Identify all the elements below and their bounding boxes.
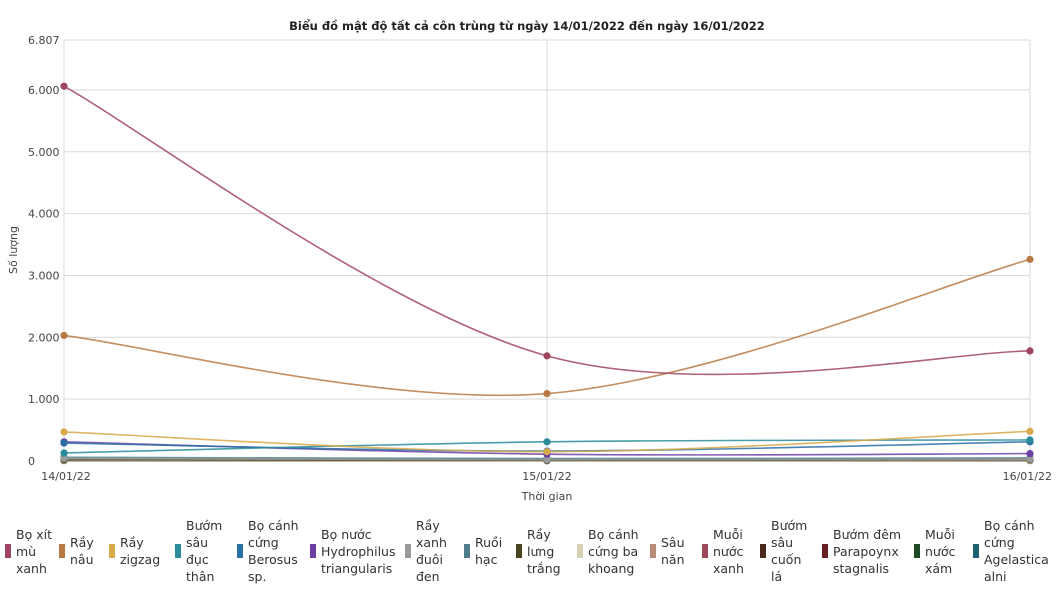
- x-axis-ticks: 14/01/22 15/01/22 16/01/22: [41, 470, 1052, 483]
- legend-label: Bọ cánh cứng Agelastica alni: [984, 518, 1049, 584]
- legend-item[interactable]: Bọ nước Hydrophilus triangularis: [310, 526, 395, 577]
- data-point[interactable]: [1026, 347, 1034, 355]
- legend-swatch: [914, 544, 920, 558]
- data-point[interactable]: [1026, 427, 1034, 435]
- legend-item[interactable]: Bọ cánh cứng Agelastica alni: [973, 517, 1049, 585]
- y-tick-label: 3.000: [28, 269, 60, 282]
- legend-swatch: [464, 544, 470, 558]
- legend-label: Muỗi nước xám: [925, 526, 956, 576]
- y-tick-label: 6.000: [28, 84, 60, 97]
- data-point[interactable]: [60, 331, 68, 340]
- legend-label: Rầy nâu: [70, 535, 94, 567]
- legend-swatch: [973, 544, 979, 558]
- data-point[interactable]: [543, 438, 551, 446]
- legend-item[interactable]: Bọ xít mù xanh: [5, 526, 52, 577]
- legend-item[interactable]: Bướm sâu đục thân: [175, 517, 222, 585]
- legend-item[interactable]: Rầy nâu: [59, 534, 94, 568]
- data-point[interactable]: [60, 428, 68, 436]
- data-point[interactable]: [1026, 455, 1034, 463]
- data-point[interactable]: [543, 389, 551, 398]
- legend-swatch: [310, 544, 316, 558]
- data-point[interactable]: [60, 82, 68, 90]
- legend-item[interactable]: Muỗi nước xanh: [702, 526, 744, 577]
- y-tick-label: 0: [28, 455, 35, 468]
- legend-swatch: [577, 544, 583, 558]
- x-tick-label: 15/01/22: [522, 470, 571, 483]
- legend-item[interactable]: Bọ cánh cứng ba khoang: [577, 526, 639, 577]
- legend-item[interactable]: Bướm sâu cuốn lá: [760, 517, 807, 585]
- y-tick-label: 6.807: [28, 34, 60, 47]
- legend-label: Bọ cánh cứng Berosus sp.: [248, 518, 299, 584]
- legend-label: Rầy zigzag: [120, 535, 161, 567]
- chart-title: Biểu đồ mật độ tất cả côn trùng từ ngày …: [289, 18, 765, 33]
- data-point[interactable]: [543, 448, 551, 456]
- data-point[interactable]: [1026, 449, 1034, 458]
- legend-label: Rầy lưng trắng: [527, 526, 561, 576]
- data-point[interactable]: [543, 352, 551, 360]
- line-chart: Biểu đồ mật độ tất cả côn trùng từ ngày …: [7, 18, 1052, 503]
- x-tick-label: 14/01/22: [41, 470, 90, 483]
- data-point[interactable]: [60, 439, 68, 447]
- legend-item[interactable]: Ruồi hạc: [464, 534, 502, 568]
- legend-swatch: [237, 544, 243, 558]
- x-axis-label: Thời gian: [521, 490, 573, 503]
- legend-label: Bướm sâu đục thân: [186, 518, 223, 584]
- y-tick-label: 5.000: [28, 146, 60, 159]
- legend-item[interactable]: Rầy lưng trắng: [516, 526, 561, 577]
- grid: [63, 39, 1031, 462]
- y-axis-ticks: 0 1.000 2.000 3.000 4.000 5.000 6.000 6.807: [28, 34, 60, 468]
- data-point[interactable]: [60, 449, 68, 457]
- legend-item[interactable]: Bọ cánh cứng Berosus sp.: [237, 517, 299, 585]
- x-tick-label: 16/01/22: [1003, 470, 1052, 483]
- legend-swatch: [405, 544, 411, 558]
- legend-swatch: [760, 544, 766, 558]
- y-tick-label: 2.000: [28, 331, 60, 344]
- legend-label: Bướm sâu cuốn lá: [771, 518, 808, 584]
- legend-label: Bọ xít mù xanh: [16, 526, 52, 576]
- legend-swatch: [5, 544, 11, 558]
- legend-swatch: [702, 544, 708, 558]
- legend-label: Bọ cánh cứng ba khoang: [588, 526, 639, 576]
- legend-swatch: [650, 544, 656, 558]
- legend-label: Ruồi hạc: [475, 535, 503, 567]
- data-point[interactable]: [1026, 436, 1034, 444]
- legend-item[interactable]: Muỗi nước xám: [914, 526, 955, 577]
- legend-label: Rầy xanh đuôi đen: [416, 518, 447, 584]
- legend-swatch: [109, 544, 115, 558]
- legend-item[interactable]: Rầy xanh đuôi đen: [405, 517, 447, 585]
- legend-item[interactable]: Bướm đêm Parapoynx stagnalis: [822, 526, 901, 577]
- y-axis-label: Số lượng: [7, 226, 20, 274]
- legend-label: Bọ nước Hydrophilus triangularis: [321, 526, 396, 576]
- legend-label: Sâu năn: [661, 535, 685, 567]
- legend-item[interactable]: Rầy zigzag: [109, 534, 160, 568]
- data-point[interactable]: [60, 454, 68, 463]
- y-tick-label: 1.000: [28, 393, 60, 406]
- legend-label: Bướm đêm Parapoynx stagnalis: [833, 526, 902, 576]
- legend-swatch: [822, 544, 828, 558]
- legend-swatch: [175, 544, 181, 558]
- legend-label: Muỗi nước xanh: [713, 526, 744, 576]
- series-lines: [60, 82, 1034, 465]
- data-point[interactable]: [1026, 255, 1034, 263]
- y-tick-label: 4.000: [28, 208, 60, 221]
- legend-swatch: [59, 544, 65, 558]
- legend-swatch: [516, 544, 522, 558]
- legend-item[interactable]: Sâu năn: [650, 534, 685, 568]
- data-point[interactable]: [543, 456, 551, 464]
